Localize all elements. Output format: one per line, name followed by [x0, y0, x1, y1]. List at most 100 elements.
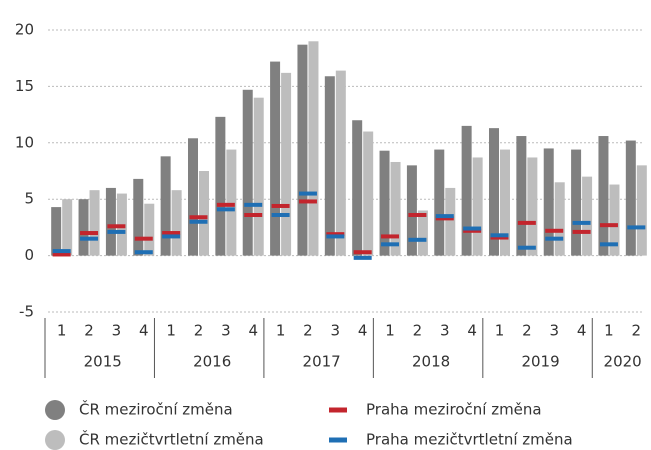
x-tick-label: 1: [385, 322, 395, 340]
year-label: 2018: [412, 353, 450, 371]
dash: [517, 220, 536, 225]
legend-swatch: [329, 407, 347, 413]
y-tick-label: 15: [15, 77, 34, 95]
bar: [379, 150, 390, 256]
bar: [281, 72, 292, 256]
y-tick-label: 10: [15, 133, 34, 151]
x-tick-label: 3: [549, 322, 559, 340]
bar: [582, 176, 593, 256]
bar: [598, 136, 609, 256]
x-tick-label: 2: [522, 322, 532, 340]
dash: [271, 203, 290, 208]
year-label: 2016: [193, 353, 231, 371]
dash: [545, 236, 564, 241]
dash: [435, 214, 454, 219]
x-tick-label: 4: [358, 322, 368, 340]
x-tick-label: 3: [440, 322, 450, 340]
x-tick-label: 4: [577, 322, 587, 340]
dash: [435, 216, 454, 221]
bar: [199, 171, 209, 256]
dash: [134, 236, 153, 241]
bar: [352, 120, 363, 256]
bar: [363, 131, 374, 256]
bar: [133, 178, 144, 256]
dash: [107, 224, 126, 229]
bar: [242, 89, 253, 256]
x-tick-label: 1: [495, 322, 505, 340]
legend-label: ČR meziroční změna: [79, 400, 233, 419]
year-label: 2015: [84, 353, 122, 371]
bar: [308, 41, 319, 256]
bar: [500, 149, 510, 256]
x-tick-label: 2: [194, 322, 204, 340]
year-label: 2020: [604, 353, 642, 371]
dash: [298, 199, 317, 204]
dash: [353, 255, 372, 260]
dash: [326, 234, 345, 239]
dash: [107, 229, 126, 234]
x-tick-label: 1: [604, 322, 614, 340]
x-tick-label: 3: [112, 322, 122, 340]
dash: [52, 249, 71, 254]
dash: [599, 242, 618, 247]
bar: [554, 182, 565, 256]
bar: [215, 116, 226, 256]
bar: [270, 61, 281, 256]
y-tick-label: 0: [24, 246, 34, 264]
dash: [216, 202, 235, 207]
dash: [244, 202, 263, 207]
legend-swatch: [45, 430, 65, 450]
bar: [516, 136, 527, 256]
bar: [89, 190, 100, 256]
year-label: 2019: [521, 353, 559, 371]
dash: [572, 220, 591, 225]
dash: [490, 233, 509, 238]
year-label: 2017: [303, 353, 341, 371]
dash: [517, 245, 536, 250]
dash: [244, 212, 263, 217]
dash: [298, 191, 317, 196]
dash: [490, 235, 509, 240]
x-tick-label: 2: [632, 322, 642, 340]
bar: [144, 203, 155, 256]
dash: [162, 234, 181, 239]
x-tick-label: 1: [276, 322, 286, 340]
x-tick-label: 3: [331, 322, 341, 340]
x-tick-label: 4: [467, 322, 477, 340]
x-tick-label: 2: [84, 322, 94, 340]
bar: [636, 165, 647, 256]
bar: [62, 199, 73, 256]
x-tick-label: 3: [221, 322, 231, 340]
legend-swatch: [329, 437, 347, 443]
bar: [445, 187, 456, 256]
x-tick-label: 2: [413, 322, 423, 340]
bar: [417, 210, 428, 256]
legend-label: Praha meziroční změna: [366, 401, 542, 419]
bar: [434, 149, 445, 256]
bar: [406, 165, 417, 256]
bar: [324, 76, 335, 256]
dash: [271, 212, 290, 217]
dash: [381, 242, 400, 247]
bar: [625, 140, 636, 256]
dash: [52, 252, 71, 257]
dash: [463, 228, 482, 233]
bar: [171, 190, 182, 256]
dash: [134, 250, 153, 255]
dash: [162, 231, 181, 236]
dash: [572, 229, 591, 234]
legend-label: Praha mezičtvrtletní změna: [366, 431, 573, 449]
bar: [51, 207, 62, 256]
bar: [253, 97, 264, 256]
bar: [188, 138, 198, 256]
x-tick-label: 2: [303, 322, 313, 340]
dash: [216, 207, 235, 212]
legend-label: ČR mezičtvrtletní změna: [79, 430, 264, 449]
x-tick-label: 1: [166, 322, 176, 340]
dash: [326, 232, 345, 237]
dash: [408, 237, 427, 242]
bar: [489, 128, 499, 256]
legend-swatch: [45, 400, 65, 420]
bar: [527, 157, 538, 256]
bar: [472, 157, 483, 256]
